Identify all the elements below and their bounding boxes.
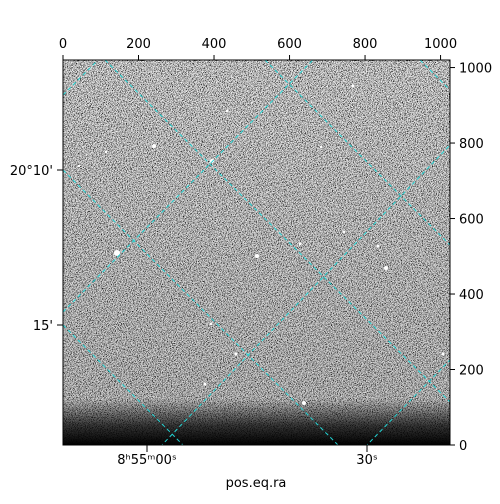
coordinate-grid (63, 60, 450, 445)
y-tick-label: 200 (459, 364, 484, 379)
ra-tick-label: 30ˢ (356, 453, 378, 468)
y-tick-label: 1000 (459, 62, 492, 77)
y-tick-label: 600 (459, 213, 484, 228)
dec-tick-label: 15' (33, 319, 53, 334)
x-tick-label: 0 (59, 37, 67, 52)
ra-tick-label: 8ʰ55ᵐ00ˢ (117, 453, 177, 468)
y-tick-label: 0 (459, 439, 467, 454)
y-tick-label: 400 (459, 288, 484, 303)
x-tick-label: 200 (126, 37, 151, 52)
x-tick-label: 800 (353, 37, 378, 52)
x-tick-label: 600 (277, 37, 302, 52)
x-tick-label: 1000 (424, 37, 457, 52)
dec-tick-label: 20°10' (10, 164, 53, 179)
x-axis-label: pos.eq.ra (226, 476, 287, 491)
world-ticks (57, 169, 368, 452)
plot-frame (62, 59, 451, 446)
y-tick-label: 800 (459, 137, 484, 152)
x-tick-label: 400 (202, 37, 227, 52)
stars (77, 84, 445, 405)
sky-image (63, 60, 450, 445)
